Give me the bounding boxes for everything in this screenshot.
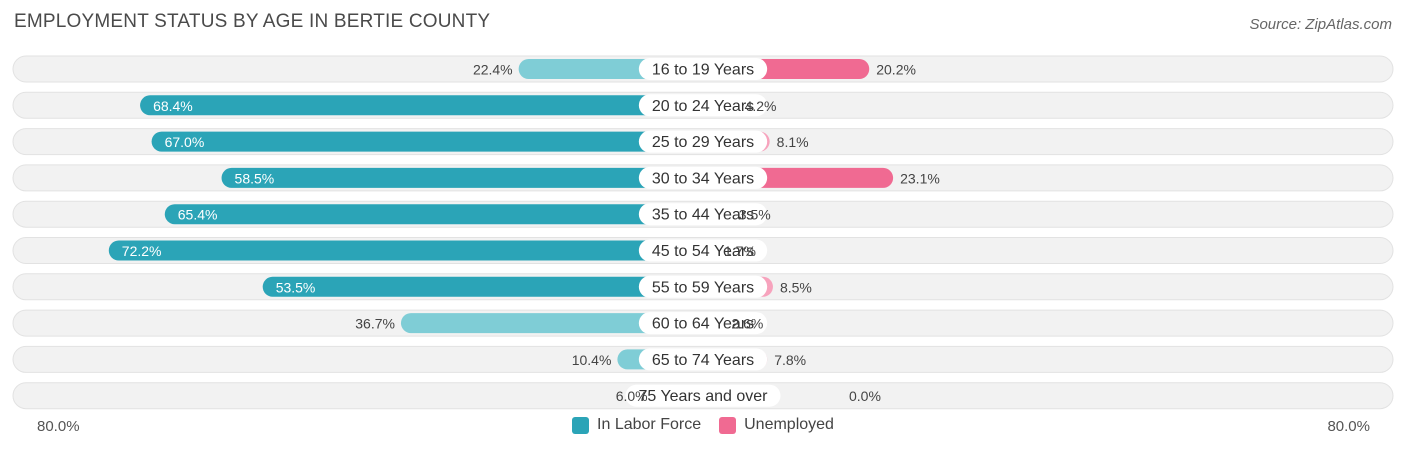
value-label-unemployed: 2.6%	[731, 316, 763, 332]
category-label: 25 to 29 Years	[652, 134, 754, 151]
value-label-unemployed: 3.5%	[739, 207, 771, 223]
value-label-unemployed: 4.2%	[745, 98, 777, 114]
legend: In Labor Force Unemployed	[0, 416, 1406, 434]
chart-row: 65 to 74 Years 10.4% 7.8%	[12, 345, 1394, 373]
axis-right-label: 80.0%	[1327, 418, 1370, 435]
category-label: 55 to 59 Years	[652, 279, 754, 296]
legend-swatch-labor	[572, 416, 590, 434]
category-label: 60 to 64 Years	[652, 316, 754, 333]
value-label-unemployed: 7.8%	[774, 352, 806, 368]
legend-item-labor: In Labor Force	[572, 416, 701, 434]
chart-row: 20 to 24 Years 68.4% 4.2%	[12, 91, 1394, 119]
category-pill	[638, 239, 768, 262]
value-label-in-labor-force: 68.4%	[153, 98, 193, 114]
value-label-unemployed: 8.1%	[777, 134, 809, 150]
category-pill	[638, 94, 768, 117]
chart-row: 25 to 29 Years 67.0% 8.1%	[12, 128, 1394, 156]
chart-row: 45 to 54 Years 72.2% 1.7%	[12, 237, 1394, 264]
source-credit: Source: ZipAtlas.com	[1249, 16, 1392, 33]
category-pill	[638, 166, 768, 189]
category-pill	[638, 348, 768, 371]
category-label: 30 to 34 Years	[652, 170, 754, 187]
chart-row: 30 to 34 Years 58.5% 23.1%	[12, 164, 1394, 192]
chart-row: 60 to 64 Years 36.7% 2.6%	[12, 309, 1394, 337]
axis-left-label: 80.0%	[37, 418, 80, 435]
bar-in-labor-force	[262, 276, 703, 297]
value-label-in-labor-force: 67.0%	[165, 134, 205, 150]
value-label-in-labor-force: 58.5%	[235, 170, 275, 186]
category-pill	[638, 275, 768, 298]
value-label-in-labor-force: 22.4%	[473, 62, 513, 78]
category-pill	[638, 130, 768, 153]
value-label-in-labor-force: 6.0%	[616, 388, 648, 404]
legend-label-unemployed: Unemployed	[744, 416, 834, 433]
bar-in-labor-force	[140, 95, 703, 116]
category-label: 16 to 19 Years	[652, 62, 754, 79]
value-label-unemployed: 8.5%	[780, 279, 812, 295]
legend-swatch-unemployed	[719, 416, 737, 434]
bar-in-labor-force	[164, 204, 703, 225]
category-label: 45 to 54 Years	[652, 243, 754, 260]
legend-label-labor: In Labor Force	[597, 416, 702, 433]
category-label: 65 to 74 Years	[652, 352, 754, 369]
value-label-unemployed: 1.7%	[724, 243, 756, 259]
bar-in-labor-force	[151, 131, 704, 152]
value-label-unemployed: 0.0%	[849, 388, 881, 404]
category-pill	[638, 58, 768, 80]
chart-row: 55 to 59 Years 53.5% 8.5%	[12, 273, 1394, 301]
bar-in-labor-force	[400, 313, 703, 334]
bar-in-labor-force	[108, 240, 703, 261]
category-label: 75 Years and over	[639, 388, 769, 405]
value-label-unemployed: 20.2%	[876, 62, 916, 78]
chart-row: 35 to 44 Years 65.4% 3.5%	[12, 200, 1394, 228]
value-label-in-labor-force: 10.4%	[572, 352, 612, 368]
value-label-in-labor-force: 65.4%	[178, 207, 218, 223]
legend-item-unemployed: Unemployed	[719, 416, 834, 434]
value-label-in-labor-force: 72.2%	[122, 243, 162, 259]
category-pill	[638, 203, 768, 226]
category-pill	[638, 312, 768, 335]
value-label-in-labor-force: 53.5%	[276, 279, 316, 295]
chart-title: EMPLOYMENT STATUS BY AGE IN BERTIE COUNT…	[14, 11, 491, 32]
category-label: 35 to 44 Years	[652, 207, 754, 224]
bar-in-labor-force	[221, 167, 704, 188]
chart-row: 16 to 19 Years 22.4% 20.2%	[12, 55, 1394, 83]
value-label-in-labor-force: 36.7%	[355, 316, 395, 332]
category-pill	[625, 384, 781, 407]
category-label: 20 to 24 Years	[652, 98, 754, 115]
value-label-unemployed: 23.1%	[900, 170, 940, 186]
